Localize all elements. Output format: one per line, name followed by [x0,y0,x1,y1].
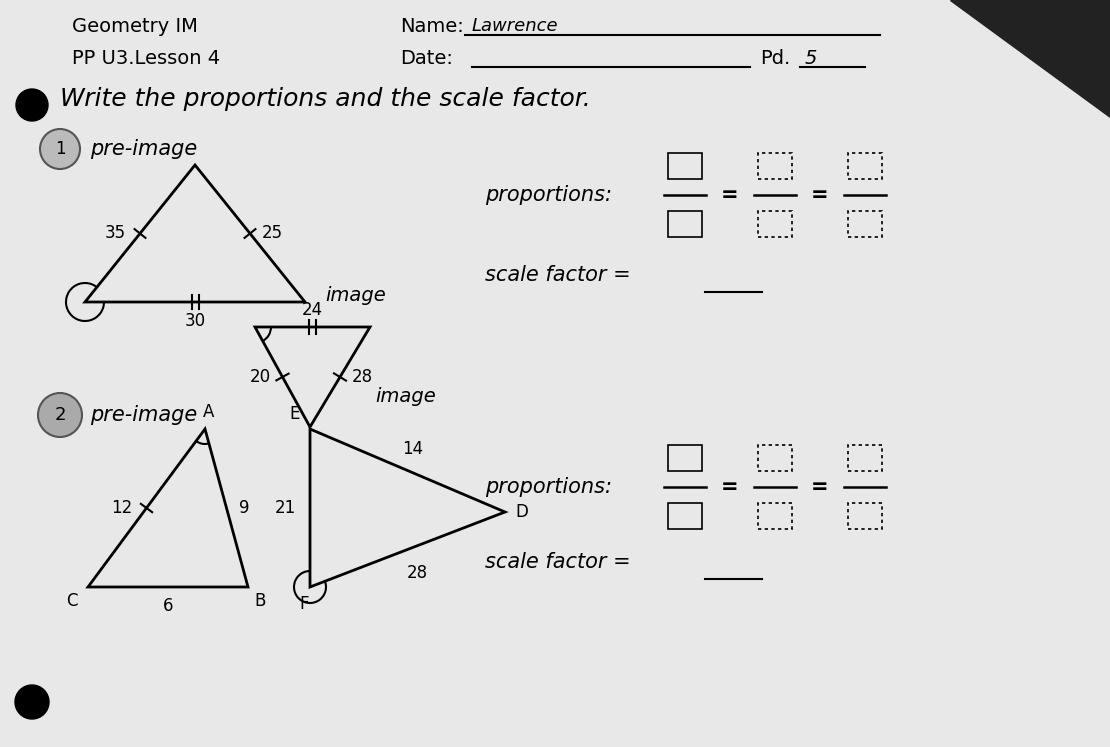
Text: Date:: Date: [400,49,453,68]
Bar [848,503,882,529]
Text: 6: 6 [163,597,173,615]
Text: A: A [203,403,214,421]
Text: 14: 14 [402,441,423,459]
Text: Write the proportions and the scale factor.: Write the proportions and the scale fact… [60,87,591,111]
Text: 24: 24 [302,301,323,319]
Text: =: = [722,477,739,497]
Text: D: D [515,503,528,521]
Circle shape [38,393,82,437]
Text: Geometry IM: Geometry IM [72,17,198,36]
Text: scale factor =: scale factor = [485,552,630,572]
Text: 21: 21 [275,499,296,517]
Text: scale factor =: scale factor = [485,265,630,285]
Text: E: E [290,405,300,423]
Bar [848,445,882,471]
Text: =: = [811,477,829,497]
Text: 5: 5 [805,49,817,68]
Text: Name:: Name: [400,17,464,36]
Text: 9: 9 [239,499,249,517]
Text: F: F [300,595,309,613]
Text: image: image [375,388,436,406]
Text: Lawrence: Lawrence [472,17,558,35]
Text: B: B [254,592,265,610]
Text: 2: 2 [54,406,65,424]
Bar [758,445,793,471]
Bar [848,211,882,237]
Text: 28: 28 [352,368,373,386]
Circle shape [16,89,48,121]
Polygon shape [950,0,1110,117]
Text: proportions:: proportions: [485,185,612,205]
Bar [668,211,702,237]
Bar [848,153,882,179]
Text: =: = [722,185,739,205]
Circle shape [16,685,49,719]
Text: image: image [325,285,386,305]
Circle shape [40,129,80,169]
Text: 1: 1 [54,140,65,158]
Text: =: = [811,185,829,205]
Bar [758,503,793,529]
Text: 28: 28 [407,563,428,581]
Text: 25: 25 [262,225,283,243]
Text: proportions:: proportions: [485,477,612,497]
Text: 30: 30 [184,312,205,330]
Text: 35: 35 [104,225,127,243]
Bar [668,445,702,471]
Bar [758,211,793,237]
Bar [758,153,793,179]
Bar [668,153,702,179]
Text: Pd.: Pd. [760,49,790,68]
Text: pre-image: pre-image [90,139,198,159]
Text: 12: 12 [111,499,132,517]
Text: PP U3.Lesson 4: PP U3.Lesson 4 [72,49,220,68]
Text: 20: 20 [250,368,271,386]
Text: pre-image: pre-image [90,405,198,425]
Text: C: C [67,592,78,610]
Bar [668,503,702,529]
